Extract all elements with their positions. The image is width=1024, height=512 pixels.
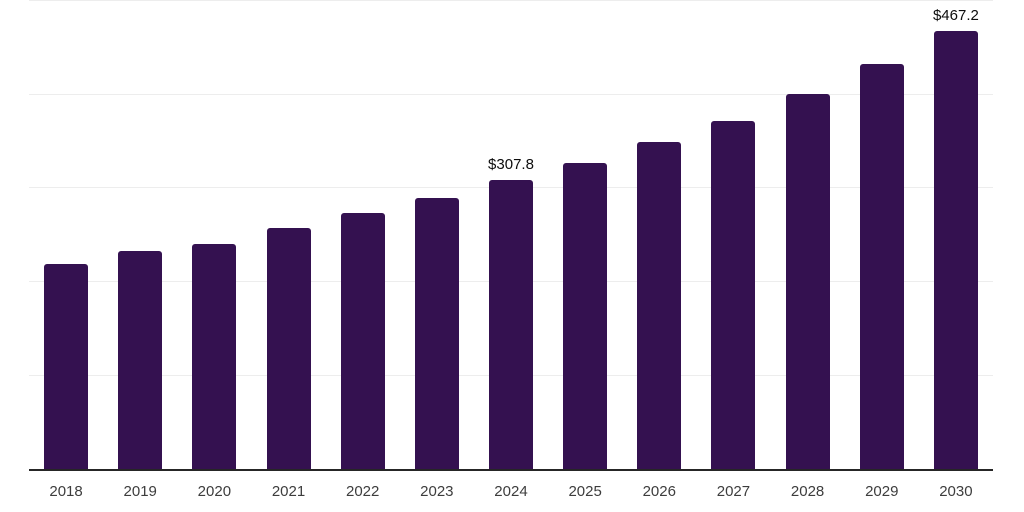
bar-2021	[266, 227, 311, 469]
gridline	[29, 93, 993, 95]
plot-area: $307.8 $467.2	[29, 0, 993, 469]
x-tick-label-2029: 2029	[865, 483, 899, 500]
bar-2030	[933, 31, 978, 469]
x-tick-label-2025: 2025	[568, 483, 602, 500]
x-tick-label-2021: 2021	[271, 483, 306, 500]
bar-2022	[340, 212, 385, 469]
bar-2026	[637, 141, 682, 469]
x-tick-label-2026: 2026	[642, 483, 676, 500]
x-tick-label-2024: 2024	[494, 483, 528, 500]
bar-2023	[414, 197, 459, 469]
x-tick-label-2028: 2028	[790, 483, 825, 500]
gridline	[29, 0, 993, 1]
x-tick-label-2023: 2023	[420, 483, 454, 500]
value-label-2024: $307.8	[488, 156, 534, 174]
x-tick-label-2020: 2020	[197, 483, 232, 500]
x-axis-labels: 2018 2019 2020 2021 2022 2023 2024 2025 2026 2027…	[29, 482, 993, 502]
bar-2020	[192, 243, 237, 469]
x-tick-label-2030: 2030	[939, 483, 973, 500]
x-tick-label-2019: 2019	[123, 483, 157, 500]
x-tick-label-2018: 2018	[49, 483, 83, 500]
bar-2024	[489, 180, 533, 469]
bar-2028	[785, 93, 830, 469]
bar-2018	[44, 263, 89, 469]
bar-2027	[711, 120, 756, 469]
bar-2025	[563, 162, 608, 469]
bar-2019	[118, 251, 163, 469]
bar-2029	[859, 64, 904, 469]
value-label-2030: $467.2	[932, 7, 979, 24]
x-tick-label-2022: 2022	[345, 483, 380, 500]
x-axis-line	[29, 469, 993, 471]
x-tick-label-2027: 2027	[716, 483, 751, 500]
